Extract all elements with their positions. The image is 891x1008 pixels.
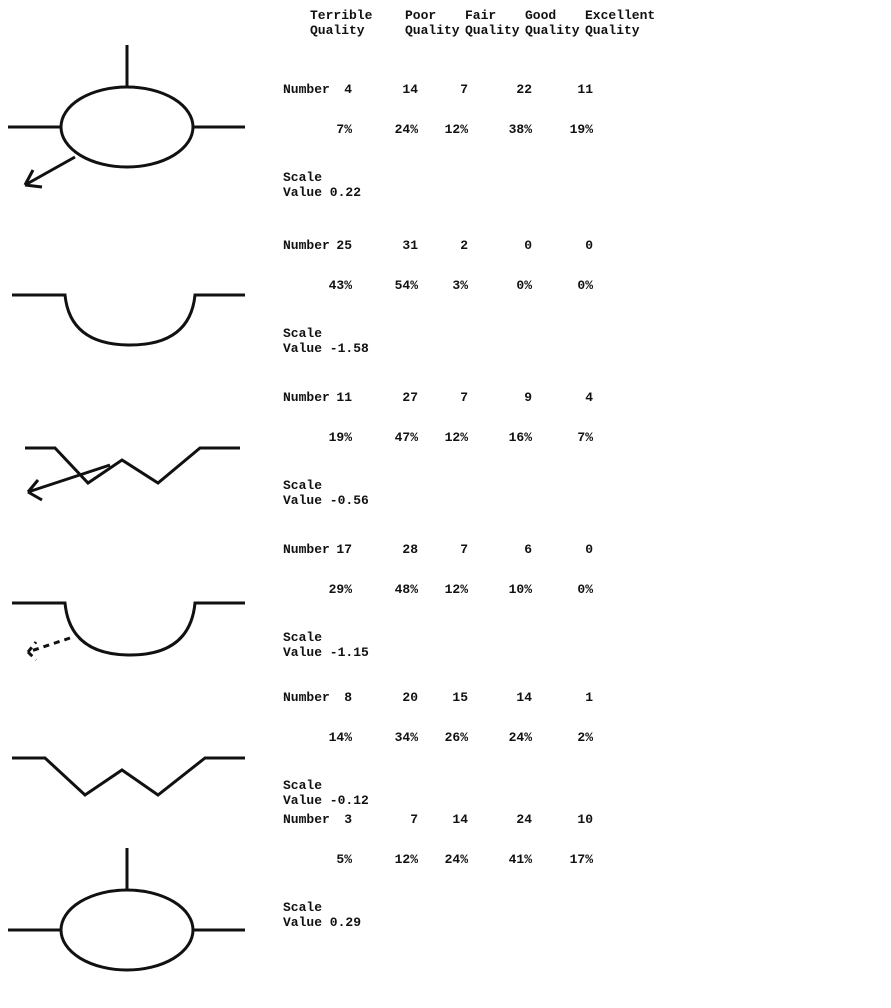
scale-value: Scale Value -1.58: [283, 326, 369, 356]
count: 22: [516, 82, 532, 97]
count: 7: [460, 390, 468, 405]
percent: 16%: [508, 430, 532, 445]
percent: 24%: [394, 122, 418, 137]
count: 14: [452, 812, 468, 827]
scale-value: Scale Value -1.15: [283, 630, 369, 660]
figure-dip-dashed: [12, 601, 245, 662]
count: 0: [585, 238, 593, 253]
scale-value: Scale Value 0.29: [283, 900, 362, 930]
figure-circle-arrow: [8, 45, 245, 189]
figure-circle: [8, 848, 245, 972]
percent: 12%: [444, 430, 468, 445]
count: 8: [344, 690, 352, 705]
percent: 41%: [508, 852, 532, 867]
count: 28: [402, 542, 418, 557]
percent: 19%: [569, 122, 593, 137]
percent: 47%: [394, 430, 418, 445]
count: 7: [460, 542, 468, 557]
percent: 7%: [577, 430, 593, 445]
column-header: Poor Quality: [405, 8, 460, 38]
percent: 0%: [577, 582, 593, 597]
percent: 0%: [577, 278, 593, 293]
number-label: Number: [283, 82, 330, 97]
figure-dip: [12, 293, 245, 347]
number-label: Number: [283, 542, 330, 557]
percent: 0%: [516, 278, 532, 293]
count: 4: [344, 82, 352, 97]
percent: 7%: [336, 122, 352, 137]
number-label: Number: [283, 390, 330, 405]
percent: 38%: [508, 122, 532, 137]
count: 0: [524, 238, 532, 253]
count: 7: [460, 82, 468, 97]
column-header: Fair Quality: [465, 8, 520, 38]
count: 11: [336, 390, 352, 405]
percent: 34%: [394, 730, 418, 745]
column-header: Terrible Quality: [310, 8, 373, 38]
count: 10: [577, 812, 593, 827]
count: 2: [460, 238, 468, 253]
percent: 26%: [444, 730, 468, 745]
count: 4: [585, 390, 593, 405]
figure-zigzag: [12, 756, 245, 797]
percent: 5%: [336, 852, 352, 867]
percent: 17%: [569, 852, 593, 867]
count: 31: [402, 238, 418, 253]
count: 11: [577, 82, 593, 97]
column-header: Good Quality: [525, 8, 580, 38]
number-label: Number: [283, 690, 330, 705]
number-label: Number: [283, 238, 330, 253]
percent: 3%: [452, 278, 468, 293]
count: 25: [336, 238, 352, 253]
figure-zigzag-arrow: [25, 446, 240, 502]
scale-value: Scale Value -0.12: [283, 778, 369, 808]
count: 6: [524, 542, 532, 557]
scale-value: Scale Value 0.22: [283, 170, 362, 200]
count: 17: [336, 542, 352, 557]
scale-value: Scale Value -0.56: [283, 478, 369, 508]
figures: [8, 45, 245, 972]
percent: 43%: [328, 278, 352, 293]
percent: 2%: [577, 730, 593, 745]
percent: 54%: [394, 278, 418, 293]
count: 20: [402, 690, 418, 705]
count: 14: [516, 690, 532, 705]
count: 24: [516, 812, 532, 827]
count: 0: [585, 542, 593, 557]
count: 1: [585, 690, 593, 705]
percent: 48%: [394, 582, 418, 597]
percent: 24%: [508, 730, 532, 745]
percent: 10%: [508, 582, 532, 597]
percent: 14%: [328, 730, 352, 745]
percent: 19%: [328, 430, 352, 445]
count: 9: [524, 390, 532, 405]
percent: 12%: [394, 852, 418, 867]
count: 7: [410, 812, 418, 827]
percent: 24%: [444, 852, 468, 867]
count: 27: [402, 390, 418, 405]
number-label: Number: [283, 812, 330, 827]
count: 15: [452, 690, 468, 705]
column-header: Excellent Quality: [585, 8, 656, 38]
percent: 12%: [444, 122, 468, 137]
percent: 12%: [444, 582, 468, 597]
percent: 29%: [328, 582, 352, 597]
count: 3: [344, 812, 352, 827]
count: 14: [402, 82, 418, 97]
